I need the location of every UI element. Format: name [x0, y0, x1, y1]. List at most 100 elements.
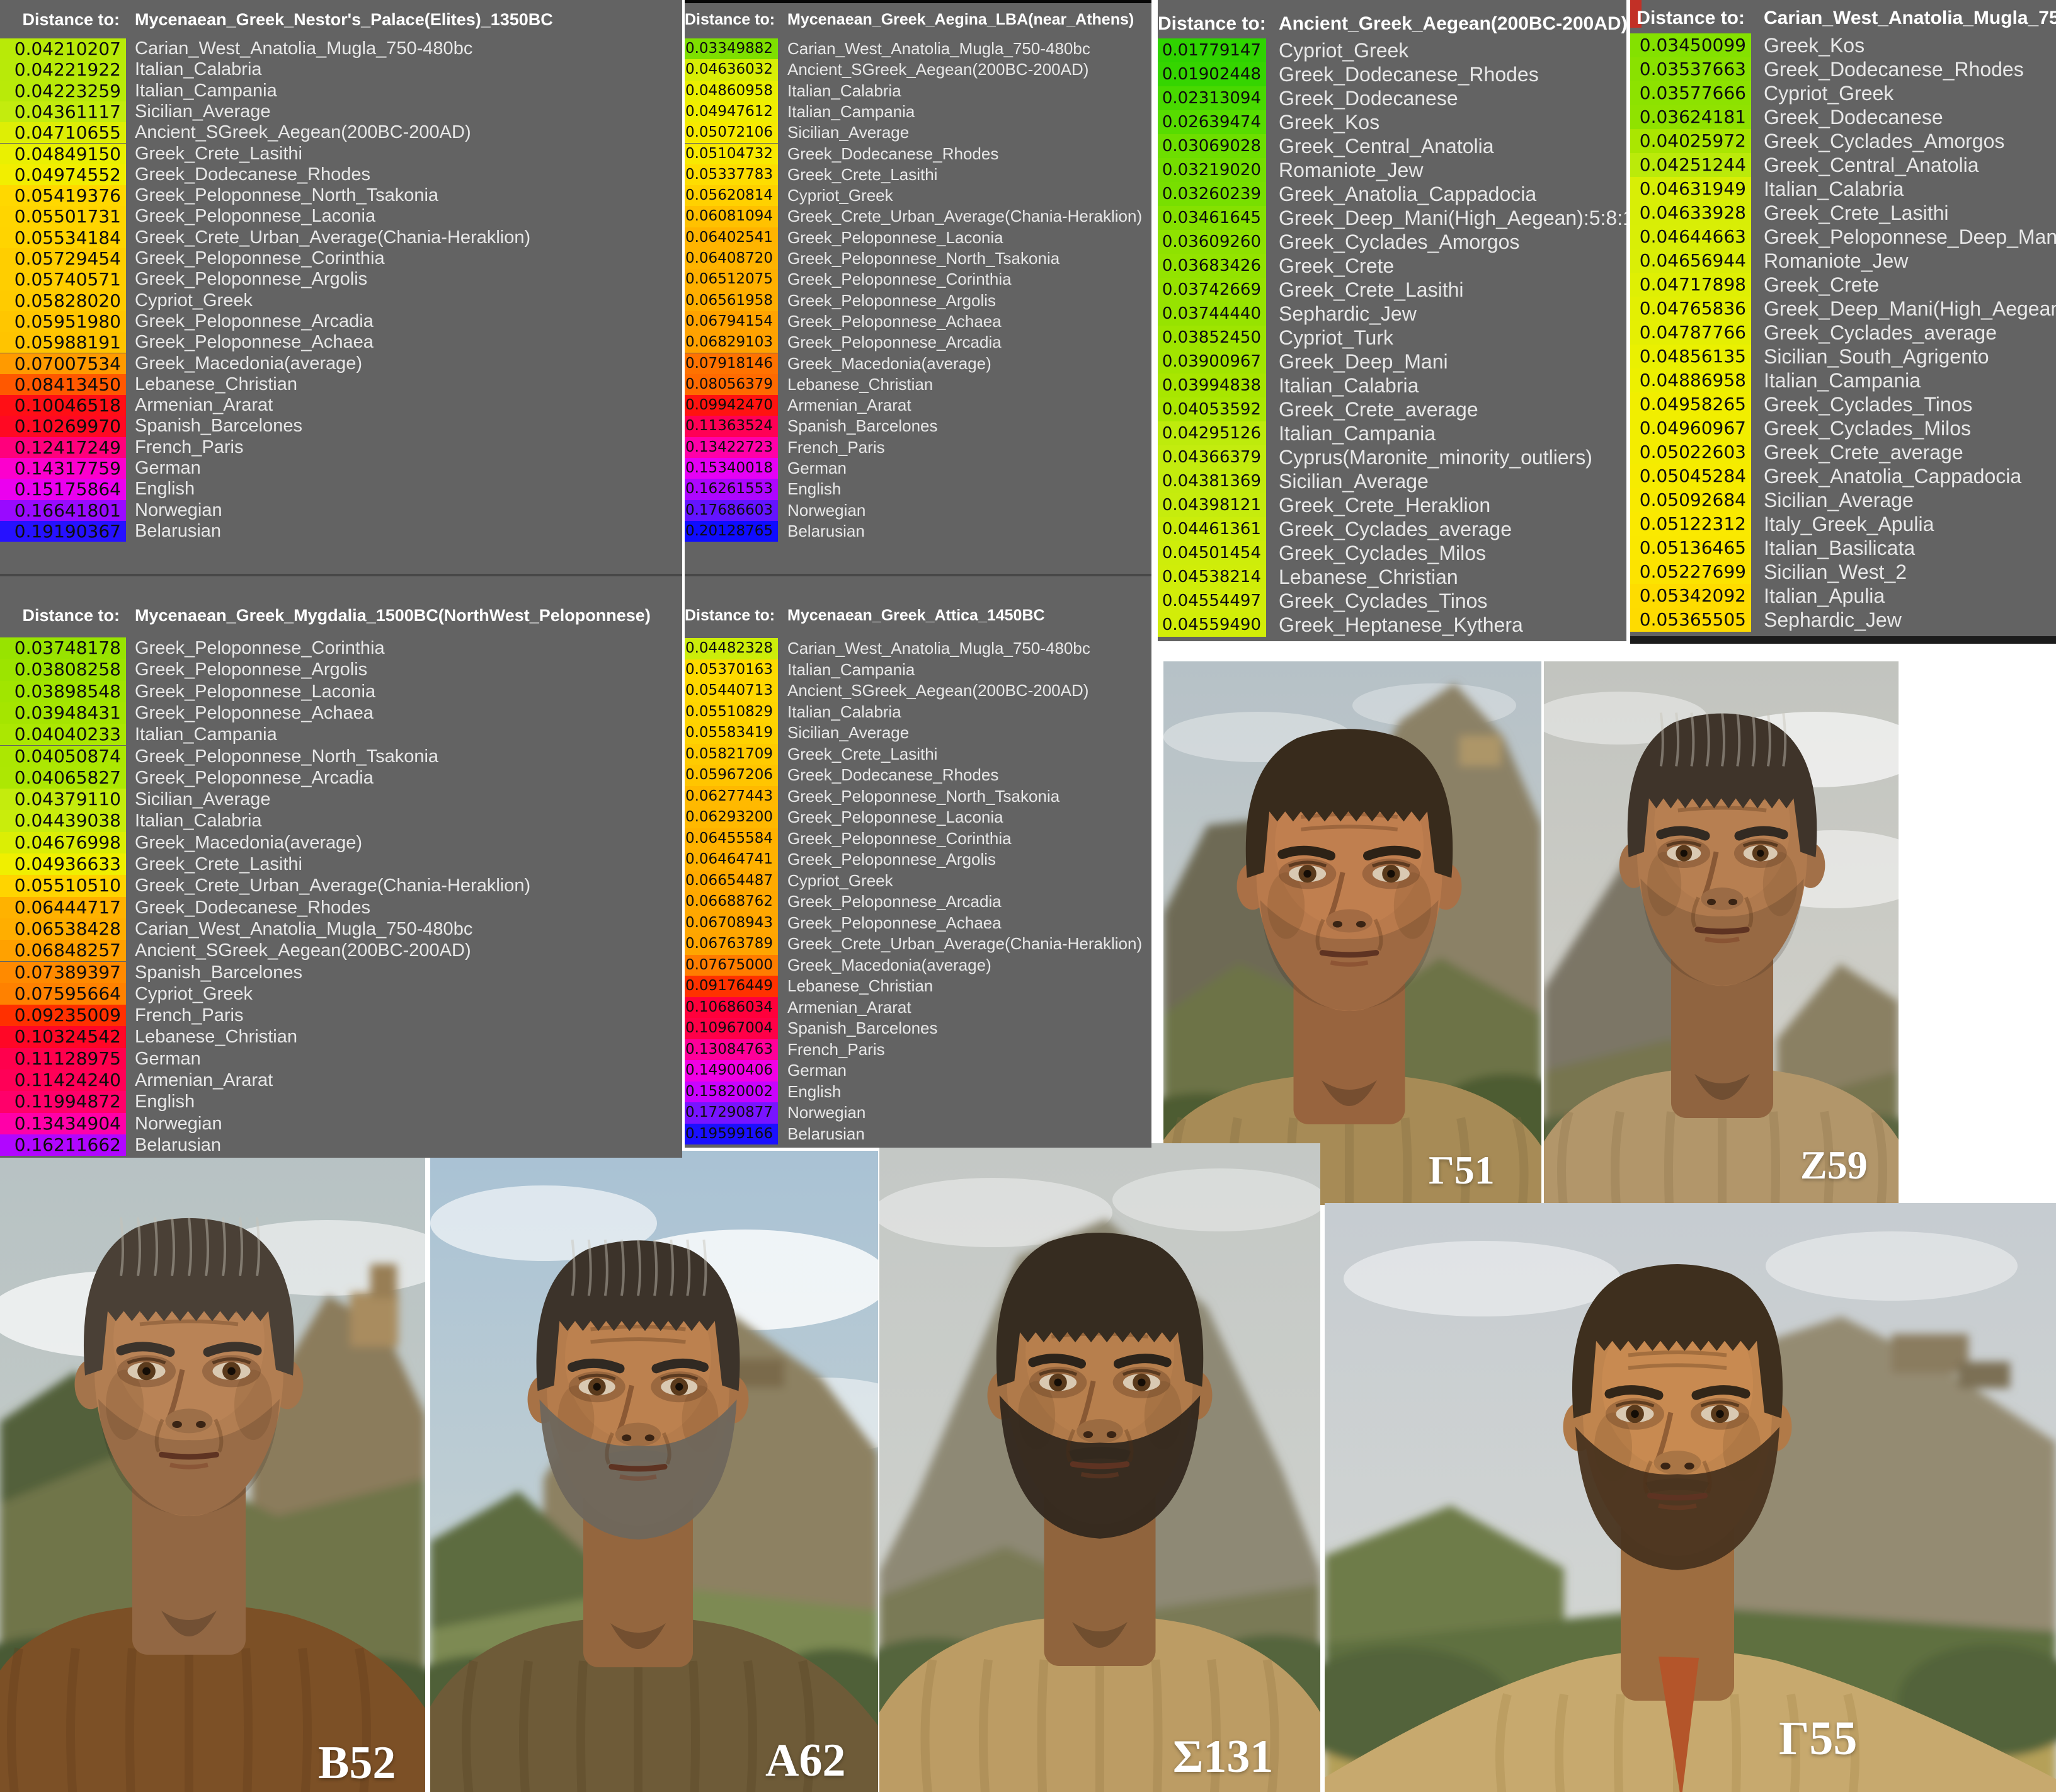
tunic: [0, 1604, 425, 1792]
distance-row: 0.05045284 Greek_Anatolia_Cappadocia: [1630, 464, 2056, 488]
wrinkle: [1628, 1350, 1727, 1357]
distance-value: 0.03852450: [1158, 326, 1266, 350]
gray-hair-streak: [571, 1239, 576, 1296]
distance-value: 0.02639474: [1158, 110, 1266, 134]
wrinkle: [1124, 1429, 1134, 1463]
cheek-shadow: [1762, 852, 1797, 916]
distance-row: 0.05967206 Greek_Dodecanese_Rhodes: [685, 765, 1151, 786]
distance-value: 0.02313094: [1158, 86, 1266, 110]
tunic-fold: [979, 1659, 993, 1792]
distance-row: 0.16261553 English: [685, 479, 1151, 500]
distance-value: 0.03219020: [1158, 158, 1266, 182]
distance-row: 0.05122312 Italy_Greek_Apulia: [1630, 512, 2056, 536]
tunic-fold: [1786, 1693, 1800, 1792]
eyelid: [1666, 840, 1702, 848]
distance-row: 0.05501731 Greek_Peloponnese_Laconia: [0, 206, 682, 227]
distance-row: 0.06561958 Greek_Peloponnese_Argolis: [685, 290, 1151, 311]
population-name: Cypriot_Greek: [1764, 82, 1894, 105]
distance-row: 0.06293200 Greek_Peloponnese_Laconia: [685, 807, 1151, 828]
collar-shadow: [1072, 1622, 1128, 1648]
population-name: Sicilian_West_2: [1764, 561, 1907, 583]
eyelid: [1371, 860, 1410, 868]
distance-row: 0.04636032 Ancient_SGreek_Aegean(200BC-20…: [685, 59, 1151, 81]
distance-value: 0.05227699: [1630, 560, 1751, 584]
distance-value: 0.04960967: [1630, 416, 1751, 440]
table-header-aegean: Distance to: Ancient_Greek_Aegean(200BC-…: [1158, 9, 1626, 39]
population-name: Cypriot_Turk: [1279, 326, 1393, 349]
distance-value: 0.05092684: [1630, 488, 1751, 512]
distance-value: 0.09942470: [685, 395, 778, 416]
population-name: Greek_Peloponnese_North_Tsakonia: [135, 746, 439, 767]
distance-row: 0.04050874 Greek_Peloponnese_North_Tsakon…: [0, 745, 682, 767]
distance-value: 0.19599166: [685, 1123, 778, 1144]
distance-value: 0.09235009: [0, 1005, 126, 1027]
cloud: [430, 1185, 657, 1261]
eyelid: [1700, 1400, 1740, 1408]
distance-row: 0.05828020 Cypriot_Greek: [0, 290, 682, 311]
distance-value: 0.06293200: [685, 807, 778, 828]
cheek-shadow: [1267, 872, 1305, 939]
tunic-fold: [1614, 1694, 1625, 1792]
figure: [1544, 712, 1899, 1205]
distance-value: 0.04050874: [0, 745, 126, 767]
distance-value: 0.01779147: [1158, 38, 1266, 62]
distance-value: 0.04765836: [1630, 297, 1751, 321]
distance-row: 0.05510510 Greek_Crete_Urban_Average(Chan…: [0, 875, 682, 897]
distance-row: 0.04538214 Lebanese_Christian: [1158, 565, 1626, 589]
population-name: Greek_Cyclades_Tinos: [1764, 393, 1973, 416]
distance-row: 0.06708943 Greek_Peloponnese_Achaea: [685, 912, 1151, 933]
eyelid: [212, 1357, 251, 1365]
population-name: Italian_Calabria: [1279, 374, 1419, 397]
distance-row: 0.06464741 Greek_Peloponnese_Argolis: [685, 849, 1151, 870]
distance-value: 0.03450099: [1630, 33, 1751, 57]
distance-value: 0.04676998: [0, 831, 126, 853]
distance-row: 0.05740571 Greek_Peloponnese_Argolis: [0, 269, 682, 290]
distance-value: 0.06277443: [685, 785, 778, 807]
collar-shadow: [1322, 1080, 1377, 1106]
distance-value: 0.05510510: [0, 875, 126, 897]
distance-row: 0.06688762 Greek_Peloponnese_Arcadia: [685, 891, 1151, 913]
population-name: Italian_Campania: [135, 80, 277, 101]
distance-row: 0.02639474 Greek_Kos: [1158, 110, 1626, 134]
cheek-shadow: [234, 1369, 272, 1441]
population-name: Greek_Dodecanese: [1764, 106, 1943, 128]
tunic-fold: [66, 1648, 80, 1792]
population-name: Romaniote_Jew: [1764, 249, 1909, 272]
population-name: Greek_Peloponnese_Argolis: [787, 850, 996, 869]
distance-row: 0.06455584 Greek_Peloponnese_Corinthia: [685, 828, 1151, 849]
mustache: [1068, 1447, 1132, 1461]
population-name: Greek_Cyclades_average: [1279, 518, 1512, 540]
distance-value: 0.04559490: [1158, 613, 1266, 637]
population-name: Greek_Peloponnese_Laconia: [787, 808, 1003, 826]
population-name: Sephardic_Jew: [1279, 302, 1417, 325]
population-name: Greek_Peloponnese_Corinthia: [787, 828, 1012, 848]
gray-hair-streak: [587, 1239, 592, 1296]
pupil: [1757, 849, 1764, 857]
table-header-attica: Distance to: Mycenaean_Greek_Attica_1450…: [685, 600, 1151, 631]
distance-value: 0.04398121: [1158, 493, 1266, 517]
distance-row: 0.03994838 Italian_Calabria: [1158, 374, 1626, 397]
distance-value: 0.06081094: [685, 206, 778, 227]
pupil: [593, 1383, 601, 1391]
portrait-photo-g55: [1325, 1203, 2056, 1792]
wrinkle: [661, 1432, 671, 1465]
tunic-fold: [743, 1660, 757, 1792]
distance-to-label: Distance to:: [1158, 13, 1266, 34]
screenshot-edge-bar: [685, 0, 1151, 3]
nose-base: [1326, 909, 1373, 933]
distance-row: 0.01902448 Greek_Dodecanese_Rhodes: [1158, 62, 1626, 86]
population-name: Greek_Crete_Lasithi: [1279, 278, 1464, 301]
population-name: Armenian_Ararat: [135, 1070, 273, 1090]
distance-row: 0.09942470 Armenian_Ararat: [685, 395, 1151, 416]
distance-value: 0.04366379: [1158, 445, 1266, 469]
distance-value: 0.17290877: [685, 1102, 778, 1124]
population-name: Italian_Campania: [1279, 422, 1436, 445]
population-name: Greek_Dodecanese_Rhodes: [787, 144, 999, 163]
population-name: Greek_Crete_Urban_Average(Chania-Herakli…: [135, 227, 531, 248]
population-name: Greek_Kos: [1279, 111, 1380, 134]
distance-row: 0.06654487 Cypriot_Greek: [685, 870, 1151, 891]
distance-value: 0.17686603: [685, 499, 778, 521]
distance-row: 0.04439038 Italian_Calabria: [0, 810, 682, 832]
population-name: Greek_Peloponnese_Corinthia: [135, 248, 385, 268]
pupil: [142, 1367, 151, 1376]
